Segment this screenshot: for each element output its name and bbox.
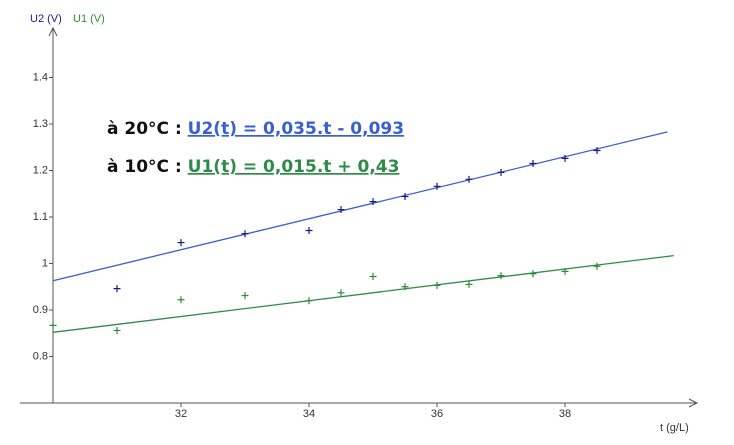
y-tick-label: 0.9: [33, 304, 48, 316]
data-point: [177, 239, 185, 247]
data-point: [49, 321, 57, 329]
fit-line: [52, 131, 668, 282]
data-point: [337, 289, 345, 297]
y-tick-label: 1.2: [33, 164, 48, 176]
x-tick-label: 36: [431, 408, 443, 420]
data-point: [113, 285, 121, 293]
data-point: [593, 147, 601, 155]
fit-line: [52, 254, 674, 333]
data-point: [369, 273, 377, 281]
data-point: [593, 262, 601, 270]
data-point: [113, 326, 121, 334]
data-point: [241, 292, 249, 300]
data-point: [337, 206, 345, 214]
y-tick-label: 0.8: [33, 350, 48, 362]
data-point: [305, 297, 313, 305]
data-point: [305, 226, 313, 234]
data-point: [497, 168, 505, 176]
data-point: [529, 270, 537, 278]
data-point: [369, 198, 377, 206]
data-point: [177, 296, 185, 304]
data-point: [497, 272, 505, 280]
data-point: [465, 175, 473, 183]
data-point: [529, 160, 537, 168]
x-tick-label: 32: [175, 408, 187, 420]
annotation-prefix: à 10°C :: [107, 157, 188, 177]
data-point: [241, 230, 249, 238]
y-arrow: [48, 26, 58, 37]
data-point: [561, 154, 569, 162]
data-point: [401, 283, 409, 291]
x-arrow: [688, 398, 699, 408]
y-axis-label-2: U1 (V): [73, 13, 105, 25]
y-tick-label: 1: [42, 257, 48, 269]
y-axis-label: U2 (V): [30, 13, 62, 25]
annotation: à 10°C : U1(t) = 0,015.t + 0,43: [107, 157, 399, 177]
data-point: [401, 193, 409, 201]
data-point: [561, 267, 569, 275]
annotation-formula: U1(t) = 0,015.t + 0,43: [188, 157, 400, 177]
data-point: [465, 280, 473, 288]
annotation: à 20°C : U2(t) = 0,035.t - 0,093: [107, 119, 404, 139]
y-tick-label: 1.4: [33, 71, 48, 83]
x-tick-label: 38: [559, 408, 571, 420]
y-tick-label: 1.3: [33, 118, 48, 130]
annotation-formula: U2(t) = 0,035.t - 0,093: [188, 119, 404, 139]
data-point: [433, 182, 441, 190]
annotation-prefix: à 20°C :: [107, 119, 188, 139]
y-tick-label: 1.1: [33, 211, 48, 223]
data-point: [433, 281, 441, 289]
x-tick-label: 34: [303, 408, 315, 420]
x-axis-label: t (g/L): [660, 422, 689, 434]
